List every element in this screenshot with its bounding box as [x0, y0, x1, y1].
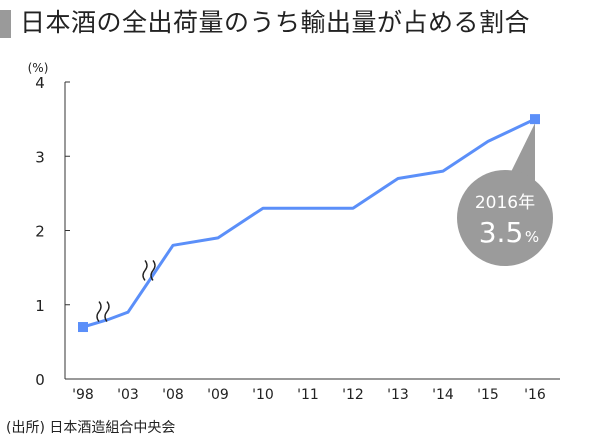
y-tick-label: 4: [35, 74, 45, 92]
x-tick-label: '11: [297, 387, 319, 403]
y-tick-label: 3: [35, 148, 45, 166]
x-tick-label: '08: [162, 387, 184, 403]
y-unit-label: (%): [28, 61, 49, 75]
x-tick-label: '09: [207, 387, 229, 403]
x-tick-label: '15: [477, 387, 499, 403]
x-axis-labels: '98 '03 '08 '09 '10 '11 '12 '13 '14 '15 '16: [72, 387, 546, 403]
chart-axes: [64, 81, 560, 380]
data-marker: [78, 322, 88, 333]
axis-break-mark: [142, 260, 148, 281]
chart-title: 日本酒の全出荷量のうち輸出量が占める割合: [20, 8, 531, 37]
x-tick-label: '16: [524, 387, 546, 403]
x-tick-label: '12: [342, 387, 364, 403]
y-axis-labels: 0 1 2 3 4(%): [28, 61, 49, 389]
callout-unit: %: [525, 228, 539, 246]
data-marker: [530, 114, 540, 125]
data-markers: [78, 114, 540, 333]
data-line-group: [81, 117, 537, 329]
y-tick-label: 0: [35, 371, 45, 389]
x-tick-label: '03: [117, 387, 139, 403]
axis-break-mark: [150, 260, 156, 281]
axis-break-marks: [96, 260, 156, 323]
callout-bubble: 2016年 3.5%: [457, 123, 553, 266]
x-tick-label: '10: [252, 387, 274, 403]
axis-break-mark: [104, 301, 110, 323]
x-tick-label: '98: [72, 387, 94, 403]
x-tick-label: '13: [387, 387, 409, 403]
callout-year: 2016年: [475, 193, 535, 213]
callout-value: 3.5: [479, 216, 524, 249]
x-tick-label: '14: [432, 387, 454, 403]
axis-break-mark: [96, 301, 102, 323]
y-tick-label: 1: [35, 297, 45, 315]
title-accent-bar: [0, 10, 11, 38]
y-tick-label: 2: [35, 223, 45, 241]
source-note: (出所) 日本酒造組合中央会: [6, 420, 176, 436]
data-line: [81, 117, 537, 329]
callout-circle: [457, 170, 553, 266]
